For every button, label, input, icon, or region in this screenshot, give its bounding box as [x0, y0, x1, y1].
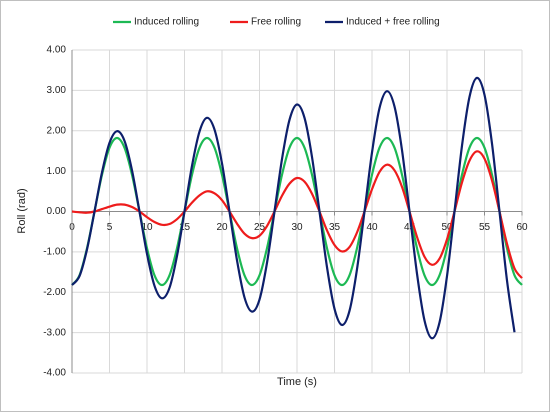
x-tick-label: 55 [479, 222, 491, 233]
y-axis-label: Roll (rad) [16, 188, 28, 233]
x-tick-label: 5 [107, 222, 113, 233]
x-tick-label: 45 [404, 222, 416, 233]
legend-label: Induced + free rolling [346, 17, 440, 28]
series-line [71, 150, 523, 279]
x-tick-label: 25 [254, 222, 266, 233]
x-tick-label: 50 [441, 222, 453, 233]
x-tick-label: 10 [141, 222, 153, 233]
x-tick-label: 15 [179, 222, 191, 233]
y-tick-label: -4.00 [43, 368, 66, 379]
x-tick-label: 40 [366, 222, 378, 233]
legend-label: Induced rolling [134, 17, 199, 28]
y-tick-label: 4.00 [47, 45, 67, 56]
y-tick-label: 2.00 [47, 125, 67, 136]
x-tick-label: 30 [291, 222, 303, 233]
x-axis-label: Time (s) [277, 376, 317, 388]
series-line [71, 76, 516, 340]
legend-label: Free rolling [251, 17, 301, 28]
y-tick-label: -3.00 [43, 327, 66, 338]
y-tick-label: -2.00 [43, 287, 66, 298]
y-tick-label: 1.00 [47, 166, 67, 177]
x-tick-label: 60 [516, 222, 528, 233]
y-tick-label: 3.00 [47, 85, 67, 96]
y-tick-label: -1.00 [43, 247, 66, 258]
y-tick-label: 0.00 [47, 206, 67, 217]
x-tick-label: 35 [329, 222, 341, 233]
x-tick-label: 20 [216, 222, 228, 233]
